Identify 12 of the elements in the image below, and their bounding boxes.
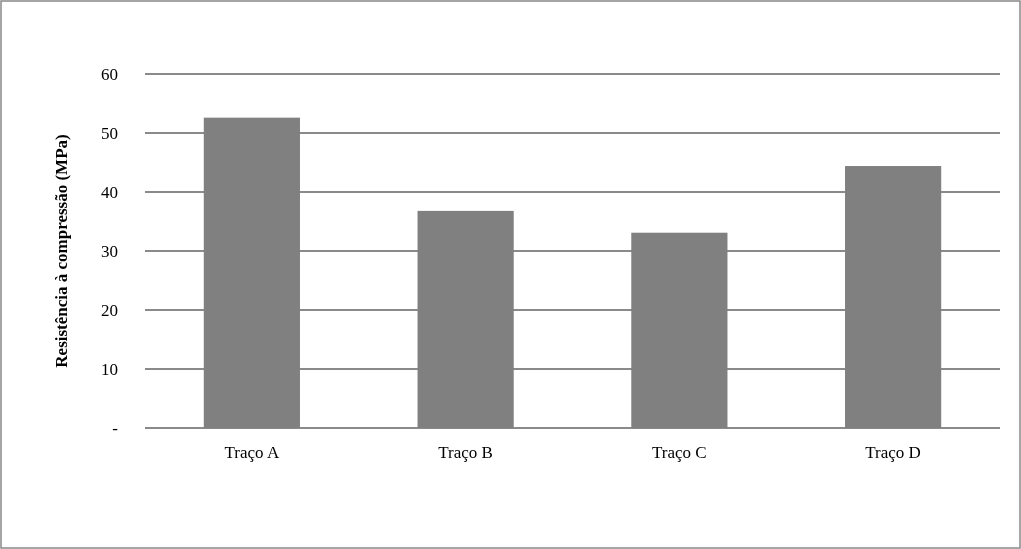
x-tick-label: Traço D (865, 443, 921, 462)
y-axis-title: Resistência à compressão (MPa) (52, 134, 71, 368)
y-tick-label: 30 (101, 241, 118, 261)
y-tick-label: 20 (101, 300, 118, 320)
x-tick-label: Traço A (224, 443, 280, 462)
x-tick-label: Traço B (438, 443, 493, 462)
y-tick-label: 50 (101, 123, 118, 143)
y-tick-label: 60 (101, 64, 118, 84)
x-tick-label: Traço C (652, 443, 707, 462)
y-tick-label: 40 (101, 182, 118, 202)
y-tick-label: - (112, 418, 119, 438)
y-tick-label: 10 (101, 359, 118, 379)
